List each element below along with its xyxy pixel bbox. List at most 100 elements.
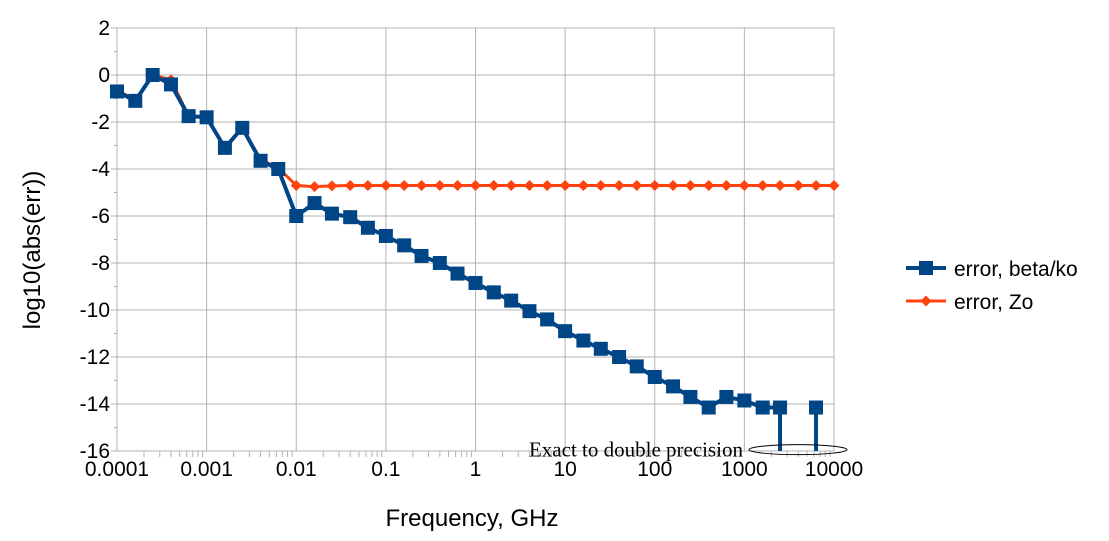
data-point xyxy=(324,206,339,221)
legend-label: error, Zo xyxy=(954,291,1033,314)
data-point xyxy=(613,179,625,191)
data-point xyxy=(362,179,374,191)
x-tick-label: 1000 xyxy=(721,458,768,481)
data-point xyxy=(488,179,500,191)
x-tick-label: 0.001 xyxy=(180,458,233,481)
data-point xyxy=(486,285,501,300)
data-point xyxy=(309,181,321,193)
y-tick-label: -12 xyxy=(80,346,110,369)
x-tick-label: 0.1 xyxy=(371,458,400,481)
data-point xyxy=(253,153,268,168)
data-point xyxy=(432,256,447,270)
data-point xyxy=(683,389,698,404)
data-point xyxy=(145,68,160,82)
y-tick-label: -4 xyxy=(91,158,110,181)
data-point xyxy=(360,220,375,235)
y-tick-label: -6 xyxy=(91,205,110,228)
data-point xyxy=(235,120,250,135)
y-tick-label: -8 xyxy=(91,252,110,275)
data-point xyxy=(703,179,715,191)
data-point xyxy=(612,350,627,364)
plot-frame xyxy=(116,27,835,452)
data-point xyxy=(450,266,465,281)
legend-entry-1: error, Zo xyxy=(906,291,1033,314)
data-point xyxy=(558,324,573,339)
data-point xyxy=(593,341,608,356)
data-point xyxy=(577,179,589,191)
data-point xyxy=(810,179,822,191)
x-tick-label: 0.0001 xyxy=(85,458,149,481)
y-tick-label: -2 xyxy=(91,111,110,134)
y-tick-label: 2 xyxy=(98,17,110,40)
data-point xyxy=(738,179,750,191)
data-point xyxy=(271,162,286,176)
data-point xyxy=(792,179,804,191)
data-point xyxy=(326,180,338,192)
data-point xyxy=(397,238,412,253)
data-point xyxy=(631,179,643,191)
data-point xyxy=(343,210,358,225)
data-point xyxy=(289,209,304,223)
x-tick-label: 10000 xyxy=(805,458,863,481)
data-point xyxy=(434,179,446,191)
data-point xyxy=(701,400,716,415)
data-point xyxy=(163,77,178,92)
annotation-ellipse xyxy=(748,444,848,456)
annotation: Exact to double precision xyxy=(529,438,848,462)
legend-entry-0: error, beta/ko xyxy=(906,258,1078,281)
data-point xyxy=(398,179,410,191)
data-point xyxy=(344,179,356,191)
data-point xyxy=(576,333,591,348)
data-point xyxy=(647,369,662,384)
data-point xyxy=(629,359,644,374)
data-point xyxy=(307,196,322,211)
series-layer xyxy=(110,68,840,451)
data-point xyxy=(559,179,571,191)
data-point xyxy=(380,179,392,191)
legend-marker xyxy=(920,295,932,307)
data-point xyxy=(720,179,732,191)
data-point xyxy=(199,110,214,125)
data-point xyxy=(649,179,661,191)
data-point xyxy=(504,293,519,308)
data-point xyxy=(540,312,555,327)
y-axis-title: log10(abs(err)) xyxy=(19,171,46,330)
data-point xyxy=(667,179,679,191)
data-point xyxy=(737,393,752,408)
data-point xyxy=(468,275,483,290)
x-axis-tick-labels: 0.0001 0.001 0.01 0.1 1 10 100 1000 10000 xyxy=(85,458,863,481)
data-point xyxy=(719,389,734,404)
data-point xyxy=(755,400,770,415)
x-tick-label: 0.01 xyxy=(276,458,317,481)
data-point xyxy=(181,109,196,124)
series-0 xyxy=(110,68,824,451)
series-line xyxy=(116,73,781,410)
data-point xyxy=(541,179,553,191)
data-point xyxy=(110,84,124,99)
data-point xyxy=(452,179,464,191)
data-point xyxy=(378,228,393,243)
data-point xyxy=(522,304,537,319)
data-point xyxy=(828,179,840,191)
data-point xyxy=(290,179,302,191)
annotation-text: Exact to double precision xyxy=(529,438,744,462)
data-point xyxy=(757,179,769,191)
x-tick-label: 100 xyxy=(637,458,672,481)
data-point xyxy=(523,179,535,191)
data-point xyxy=(217,140,232,155)
x-tick-label: 1 xyxy=(470,458,482,481)
data-point xyxy=(470,179,481,191)
plot-area xyxy=(116,27,835,452)
data-point xyxy=(774,179,786,191)
data-point xyxy=(666,379,681,394)
y-tick-label: -16 xyxy=(80,440,110,463)
data-point xyxy=(505,179,517,191)
legend: error, beta/ko error, Zo xyxy=(906,258,1078,314)
x-axis-title: Frequency, GHz xyxy=(386,505,559,532)
y-tick-label: -14 xyxy=(80,393,111,416)
data-point xyxy=(414,248,429,263)
data-point xyxy=(773,400,788,415)
legend-label: error, beta/ko xyxy=(954,258,1078,281)
y-tick-label: 0 xyxy=(98,64,110,87)
